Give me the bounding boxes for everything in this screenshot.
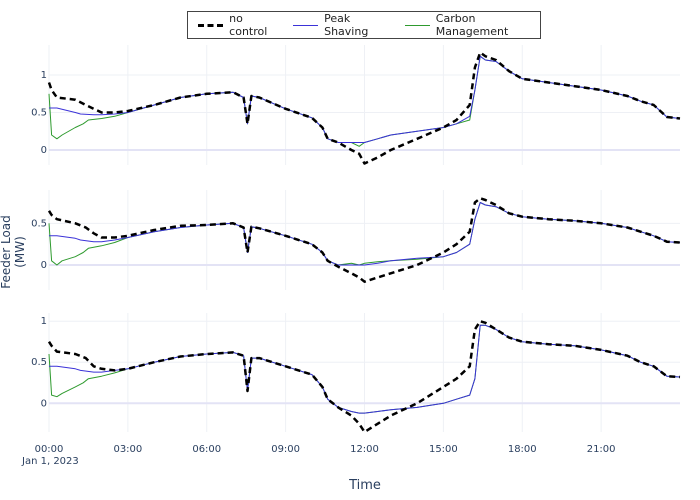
y-axis-title: Feeder Load (MW) xyxy=(0,215,27,289)
x-axis-date-label: Jan 1, 2023 xyxy=(22,456,79,467)
legend-swatch-dashed xyxy=(198,23,224,27)
y-tick-label: 0.5 xyxy=(31,357,47,368)
y-tick-label: 1 xyxy=(41,70,47,81)
legend-item-peak-shaving: Peak Shaving xyxy=(292,12,391,38)
x-tick-label: 03:00 xyxy=(113,444,142,455)
legend-label: Peak Shaving xyxy=(324,12,369,38)
y-tick-label: 0 xyxy=(41,398,47,409)
y-tick-label: 0 xyxy=(41,145,47,156)
x-tick-label: 21:00 xyxy=(587,444,616,455)
y-tick-label: 0.5 xyxy=(31,218,47,229)
x-tick-label: 09:00 xyxy=(271,444,300,455)
legend-label: no control xyxy=(229,12,268,38)
legend-item-no-control: no control xyxy=(198,12,279,38)
y-tick-label: 0 xyxy=(41,260,47,271)
y-tick-label: 1 xyxy=(41,316,47,327)
x-tick-label: 00:00 xyxy=(35,444,64,455)
legend-swatch-blue xyxy=(292,24,319,26)
no-control-series-line xyxy=(47,319,681,434)
x-tick-label: 15:00 xyxy=(429,444,458,455)
no-control-series-line xyxy=(47,197,681,283)
no-control-series-line xyxy=(47,51,681,165)
legend: no control Peak Shaving Carbon Managemen… xyxy=(187,11,541,39)
legend-label: Carbon Management xyxy=(435,12,509,38)
x-axis-title: Time xyxy=(349,478,381,493)
x-tick-label: 18:00 xyxy=(508,444,537,455)
x-tick-label: 06:00 xyxy=(192,444,221,455)
legend-swatch-green xyxy=(404,24,430,26)
x-tick-label: 12:00 xyxy=(350,444,379,455)
legend-item-carbon-management: Carbon Management xyxy=(404,12,540,38)
y-tick-label: 0.5 xyxy=(31,108,47,119)
